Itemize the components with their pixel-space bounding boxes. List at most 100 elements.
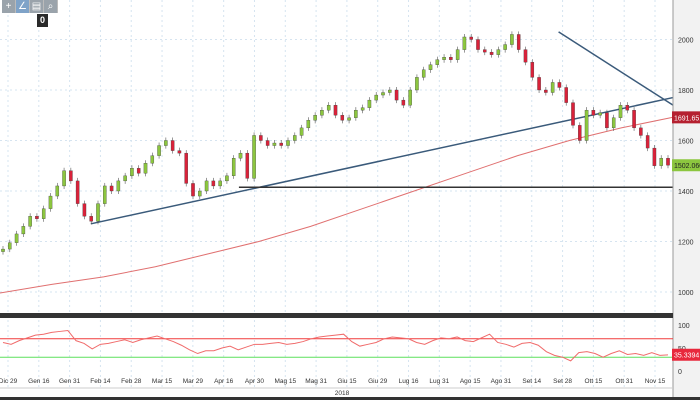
y-tick-label: 1800: [678, 88, 694, 95]
bottom-border: [0, 397, 700, 400]
candle-up: [421, 69, 426, 78]
candle-up: [659, 158, 663, 166]
candle-up: [218, 180, 222, 187]
candle-up: [584, 110, 589, 141]
candle-down: [632, 110, 636, 129]
candle-up: [435, 59, 440, 65]
chart-toolbar: + ∠ ▤ ⌕: [2, 0, 58, 13]
x-tick-label: Ago 15: [460, 378, 481, 385]
x-year-label: 2018: [335, 390, 350, 397]
candle-up: [28, 216, 32, 227]
candle-down: [544, 89, 548, 93]
candle-up: [455, 49, 460, 60]
candle-down: [652, 147, 657, 166]
candle-up: [462, 36, 467, 50]
candle-up: [14, 233, 19, 243]
y-tick-label: 1000: [678, 290, 694, 297]
candle-up: [231, 158, 236, 177]
x-tick-label: Set 14: [522, 378, 541, 385]
x-tick-label: Nov 15: [645, 378, 666, 385]
candle-down: [476, 39, 480, 50]
candle-down: [69, 170, 73, 182]
x-tick-label: Ott 15: [585, 378, 603, 385]
x-tick-label: Lug 16: [399, 378, 419, 385]
zoom-icon[interactable]: ⌕: [44, 0, 58, 13]
candle-up: [272, 142, 277, 146]
rsi-value-tag: [672, 348, 700, 361]
candle-up: [116, 180, 121, 192]
candle-down: [483, 49, 487, 53]
candle-down: [136, 168, 141, 174]
candle-up: [143, 163, 148, 174]
candle-down: [571, 102, 575, 126]
rsi-line: [2, 329, 669, 362]
x-tick-label: Gen 31: [59, 378, 81, 385]
x-tick-label: Dic 29: [0, 378, 18, 385]
candle-down: [259, 135, 263, 141]
x-tick-label: Giu 15: [337, 378, 357, 385]
candle-up: [354, 110, 358, 118]
candle-up: [347, 117, 351, 121]
candle-up: [62, 170, 66, 187]
crosshair-icon[interactable]: +: [2, 0, 16, 13]
candle-down: [578, 125, 582, 141]
candle-down: [564, 87, 568, 103]
candle-up: [367, 99, 372, 108]
x-tick-label: Feb 28: [121, 378, 142, 385]
candle-up: [41, 208, 46, 219]
candle-down: [89, 216, 93, 222]
candle-up: [150, 155, 155, 164]
x-tick-label: Apr 30: [245, 378, 265, 385]
candle-down: [75, 180, 80, 204]
candle-up: [1, 248, 5, 252]
x-tick-label: Ago 31: [491, 378, 512, 385]
candle-down: [557, 82, 562, 88]
y-tick-label: 1400: [678, 189, 694, 196]
rsi-tick-label: 100: [678, 323, 690, 330]
candle-down: [265, 140, 270, 146]
candle-up: [550, 82, 555, 93]
y-tick-label: 2000: [678, 38, 694, 45]
x-tick-label: Feb 14: [90, 378, 111, 385]
candle-down: [184, 152, 188, 184]
x-tick-label: Set 28: [553, 378, 572, 385]
candle-down: [625, 105, 630, 111]
x-tick-label: Apr 16: [214, 378, 234, 385]
candle-up: [123, 175, 127, 182]
save-icon[interactable]: ▤: [30, 0, 44, 13]
candle-down: [645, 135, 650, 149]
x-tick-label: Mag 15: [274, 378, 296, 385]
candle-up: [48, 195, 53, 209]
trendline: [558, 31, 674, 106]
candle-up: [55, 185, 60, 197]
candle-up: [618, 105, 623, 118]
draw-icon[interactable]: ∠: [16, 0, 30, 13]
candle-down: [211, 180, 216, 187]
candle-up: [510, 34, 514, 45]
candle-up: [415, 77, 419, 91]
candle-down: [191, 183, 195, 197]
candle-up: [130, 168, 134, 176]
candle-down: [605, 112, 609, 129]
candle-up: [103, 185, 107, 204]
rsi-tick-label: 0: [678, 369, 682, 376]
candle-up: [428, 64, 433, 70]
candle-down: [245, 152, 250, 179]
x-tick-label: Mag 31: [305, 378, 327, 385]
y-tick-label: 1200: [678, 240, 694, 247]
ma-value-tag: [672, 111, 700, 124]
x-tick-label: Ott 31: [615, 378, 633, 385]
candle-down: [333, 105, 338, 116]
x-tick-label: Mar 29: [183, 378, 204, 385]
candle-up: [198, 190, 202, 197]
candle-up: [293, 135, 297, 141]
candle-up: [360, 107, 365, 111]
candle-up: [496, 49, 501, 55]
candle-down: [109, 185, 114, 192]
candle-up: [8, 242, 12, 250]
trendline: [90, 96, 674, 225]
candle-up: [306, 120, 311, 129]
